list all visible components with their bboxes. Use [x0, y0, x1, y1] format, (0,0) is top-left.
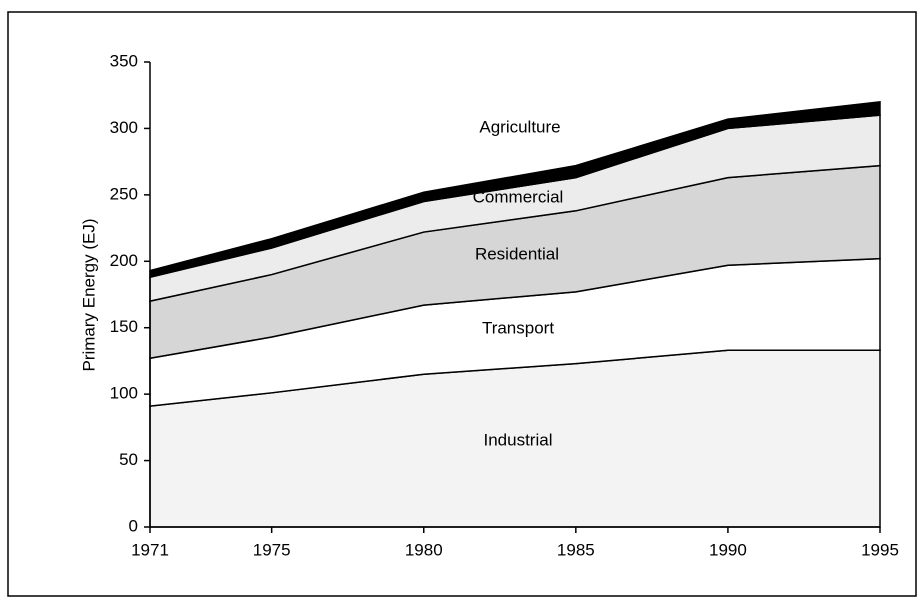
area-label: Agriculture: [479, 117, 560, 136]
y-tick-label: 50: [119, 450, 138, 469]
area-label: Industrial: [484, 430, 553, 449]
y-tick-label: 200: [110, 251, 138, 270]
y-tick-label: 0: [129, 516, 138, 535]
x-tick-label: 1971: [131, 540, 169, 559]
x-tick-label: 1980: [405, 540, 443, 559]
x-tick-label: 1985: [557, 540, 595, 559]
y-axis-label: Primary Energy (EJ): [79, 218, 98, 371]
y-tick-label: 100: [110, 384, 138, 403]
area-label: Commercial: [473, 187, 564, 206]
x-tick-label: 1975: [253, 540, 291, 559]
y-tick-label: 350: [110, 51, 138, 70]
x-tick-label: 1990: [709, 540, 747, 559]
y-tick-label: 150: [110, 317, 138, 336]
area: [149, 101, 881, 279]
y-tick-label: 250: [110, 184, 138, 203]
x-tick-label: 1995: [861, 540, 899, 559]
y-tick-label: 300: [110, 118, 138, 137]
area-label: Residential: [475, 244, 559, 263]
area-label: Transport: [482, 318, 554, 337]
